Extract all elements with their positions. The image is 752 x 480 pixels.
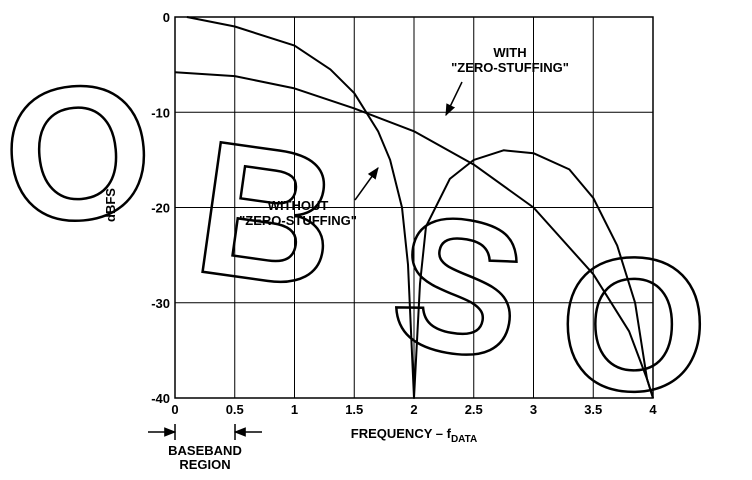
x-tick-label: 2.5 <box>465 402 483 417</box>
y-tick-label: -10 <box>151 105 170 120</box>
y-tick-label: -30 <box>151 296 170 311</box>
x-axis-label-main: FREQUENCY – f <box>351 426 452 441</box>
watermark-letter: O <box>560 219 708 431</box>
x-tick-label: 3 <box>530 402 537 417</box>
chart: 00.511.522.533.540-10-20-30-40 OBSO dBFS… <box>0 0 752 475</box>
y-tick-label: -40 <box>151 391 170 406</box>
annotation: "ZERO-STUFFING" <box>239 213 357 228</box>
x-axis-label: FREQUENCY – fDATA <box>351 426 477 445</box>
x-tick-label: 2 <box>410 402 417 417</box>
y-tick-label: 0 <box>163 10 170 25</box>
annotation: WITH <box>493 45 526 60</box>
watermark-letter: O <box>0 42 161 266</box>
x-tick-label: 1.5 <box>345 402 363 417</box>
annotation: "ZERO-STUFFING" <box>451 60 569 75</box>
annotation: REGION <box>179 457 230 472</box>
annotation-arrow <box>355 168 378 200</box>
x-axis-label-sub: DATA <box>451 434 477 445</box>
annotation: WITHOUT <box>268 198 329 213</box>
annotation-arrow <box>446 82 462 115</box>
x-tick-label: 0 <box>171 402 178 417</box>
x-tick-label: 0.5 <box>226 402 244 417</box>
x-tick-label: 1 <box>291 402 298 417</box>
annotation: BASEBAND <box>168 443 242 458</box>
y-axis-label: dBFS <box>103 188 118 222</box>
